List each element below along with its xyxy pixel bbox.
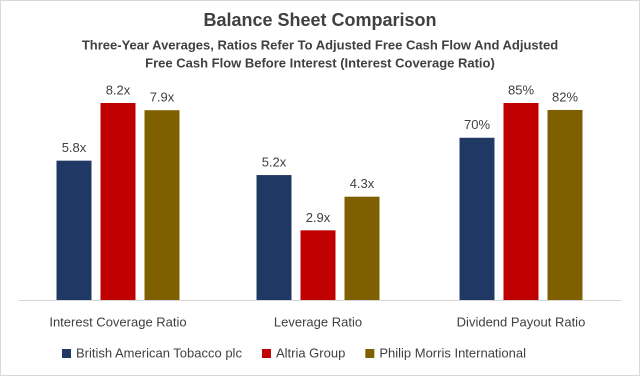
- bar: [144, 110, 180, 301]
- x-tick-label: Interest Coverage Ratio: [49, 314, 186, 329]
- data-label: 85%: [508, 82, 534, 97]
- bar: [300, 230, 336, 300]
- bar: [100, 103, 136, 300]
- bar: [344, 196, 380, 300]
- data-label: 7.9x: [150, 90, 175, 105]
- legend-label: British American Tobacco plc: [76, 345, 242, 360]
- x-tick-label: Dividend Payout Ratio: [457, 314, 586, 329]
- data-label: 5.2x: [262, 155, 287, 170]
- x-tick-label: Leverage Ratio: [274, 314, 362, 329]
- chart-title: Balance Sheet Comparison: [203, 10, 436, 30]
- legend-label: Altria Group: [276, 345, 345, 360]
- data-label: 5.8x: [62, 140, 87, 155]
- chart-subtitle: Three-Year Averages, Ratios Refer To Adj…: [82, 37, 558, 52]
- bar: [547, 109, 583, 300]
- data-label: 8.2x: [106, 82, 131, 97]
- bar: [256, 175, 292, 300]
- bar: [56, 160, 92, 300]
- data-label: 2.9x: [306, 210, 331, 225]
- legend-swatch: [62, 349, 71, 358]
- bar: [503, 103, 539, 300]
- legend-swatch: [261, 349, 271, 358]
- data-label: 82%: [552, 89, 578, 104]
- legend-label: Philip Morris International: [379, 345, 526, 360]
- chart-subtitle: Free Cash Flow Before Interest (Interest…: [145, 55, 495, 70]
- bar: [459, 137, 495, 300]
- legend-swatch: [365, 349, 375, 358]
- data-label: 4.3x: [350, 176, 375, 191]
- data-label: 70%: [464, 117, 490, 132]
